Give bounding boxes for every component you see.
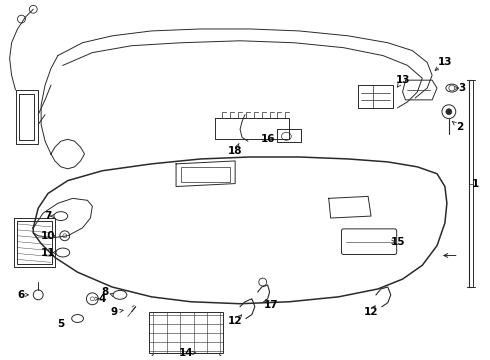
Text: 6: 6	[18, 290, 25, 300]
Text: 7: 7	[45, 211, 52, 221]
Circle shape	[446, 109, 452, 114]
Text: 10: 10	[41, 231, 55, 241]
Text: 8: 8	[101, 287, 109, 297]
Text: 17: 17	[264, 300, 279, 310]
Text: 3: 3	[458, 83, 466, 93]
Text: 9: 9	[110, 307, 118, 316]
Text: 15: 15	[391, 237, 405, 247]
Text: 11: 11	[41, 248, 55, 257]
Text: 5: 5	[57, 319, 65, 329]
Text: 13: 13	[395, 75, 410, 85]
Text: 1: 1	[472, 179, 479, 189]
Text: 12: 12	[228, 316, 243, 327]
Text: 16: 16	[260, 134, 275, 144]
Text: 14: 14	[178, 348, 193, 358]
Text: 12: 12	[364, 307, 378, 316]
Bar	[149, 312, 223, 353]
Text: 13: 13	[438, 58, 452, 67]
Text: 4: 4	[98, 294, 106, 304]
Bar	[181, 167, 230, 181]
Text: 2: 2	[456, 122, 464, 132]
Text: 18: 18	[228, 146, 243, 156]
